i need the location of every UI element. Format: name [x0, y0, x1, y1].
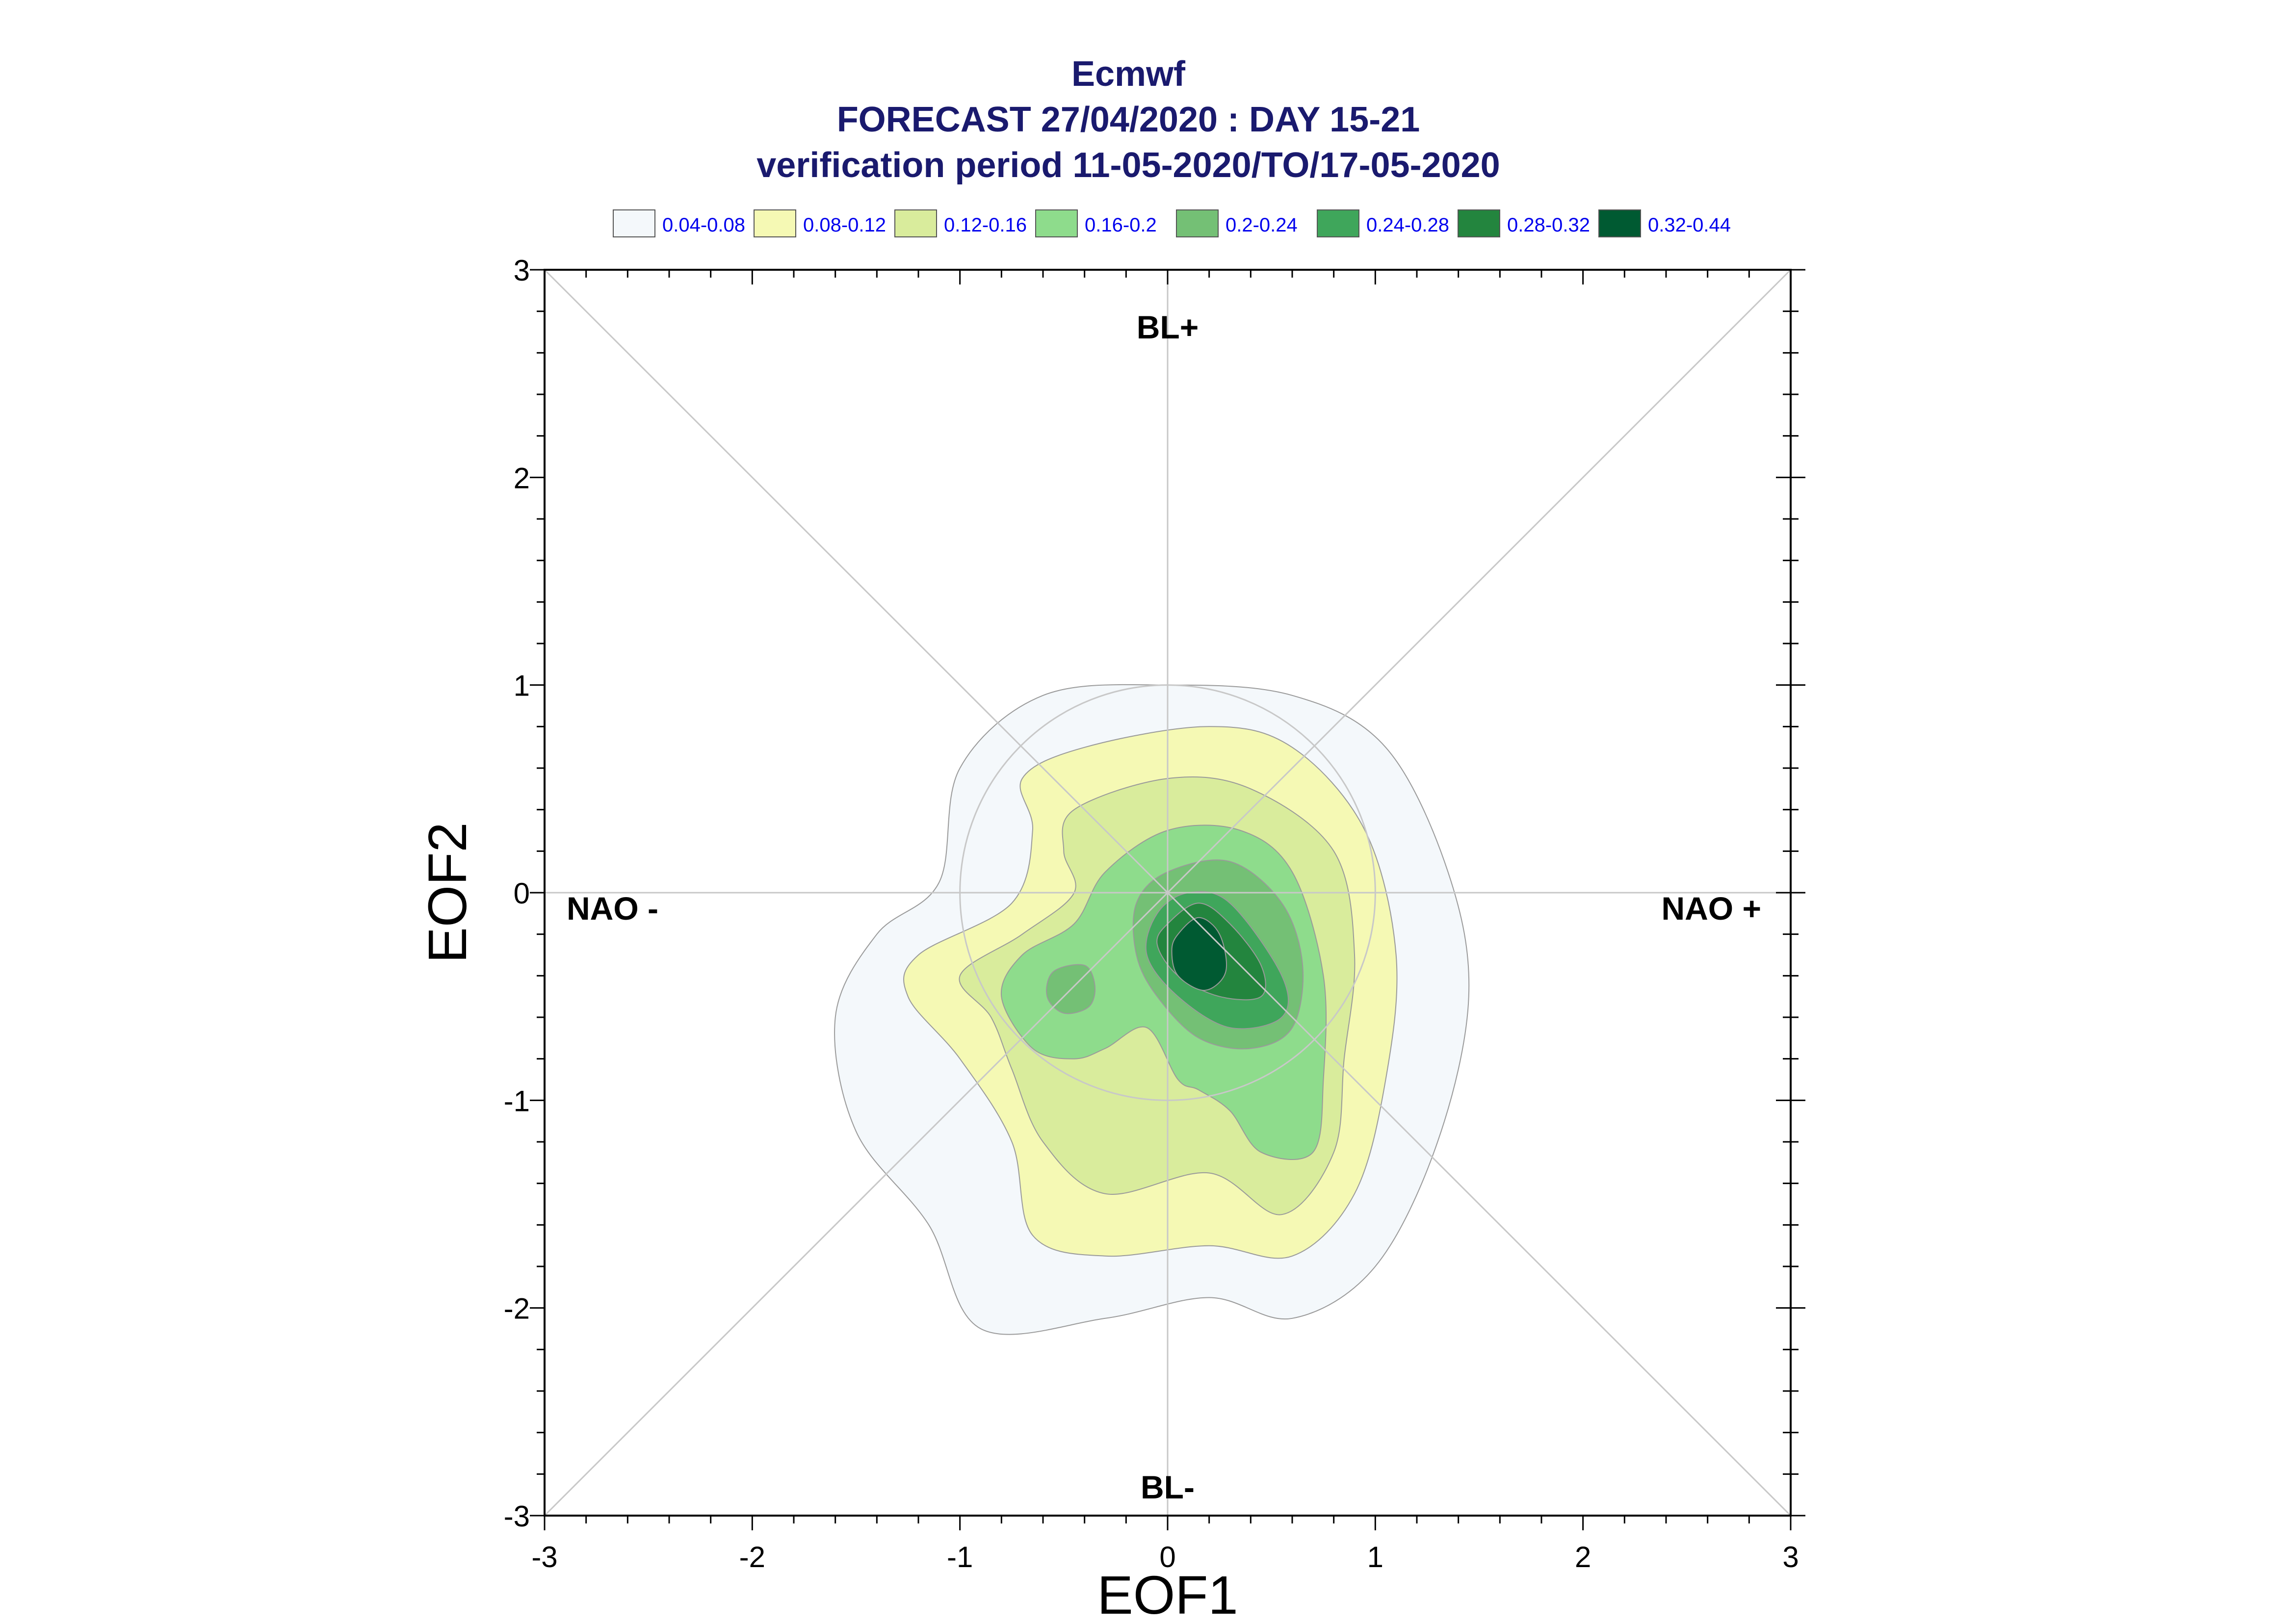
legend-swatch [894, 209, 937, 237]
x-tick-label: 2 [1575, 1541, 1591, 1573]
legend-label: 0.28-0.32 [1507, 214, 1590, 236]
density-contours [834, 684, 1470, 1335]
regime-label-right: NAO + [1661, 890, 1761, 927]
legend-swatch [754, 209, 796, 237]
legend-label: 0.08-0.12 [803, 214, 886, 236]
legend-swatch [1176, 209, 1219, 237]
y-tick-label: 1 [514, 670, 530, 702]
title-line-2: FORECAST 27/04/2020 : DAY 15-21 [837, 100, 1420, 139]
legend-swatch [1598, 209, 1641, 237]
legend-swatch [1317, 209, 1359, 237]
regime-label-top: BL+ [1137, 309, 1199, 345]
y-axis-label: EOF2 [417, 822, 478, 963]
axis-ticks: -3 -2 -1 0 1 2 3 -3 -2 -1 0 1 2 3 [504, 254, 1805, 1573]
legend-label: 0.32-0.44 [1648, 214, 1731, 236]
y-tick-label: 0 [514, 877, 530, 910]
regime-label-left: NAO - [567, 890, 658, 927]
x-axis-label: EOF1 [1097, 1565, 1238, 1624]
legend-label: 0.16-0.2 [1085, 214, 1157, 236]
title-line-3: verification period 11-05-2020/TO/17-05-… [756, 146, 1500, 185]
legend-label: 0.04-0.08 [662, 214, 745, 236]
legend: 0.04-0.08 0.08-0.12 0.12-0.16 0.16-0.2 0.2-0… [613, 209, 1731, 237]
x-tick-label: -3 [531, 1541, 557, 1573]
y-tick-label: -1 [504, 1084, 530, 1117]
legend-label: 0.2-0.24 [1226, 214, 1298, 236]
legend-swatch [1035, 209, 1078, 237]
x-tick-label: 0 [1159, 1541, 1175, 1573]
legend-swatch [613, 209, 655, 237]
guide-lines [544, 269, 1792, 1517]
y-tick-label: 2 [514, 462, 530, 494]
x-tick-label: 1 [1367, 1541, 1383, 1573]
legend-label: 0.24-0.28 [1366, 214, 1449, 236]
y-tick-label: -3 [504, 1500, 530, 1533]
title-line-1: Ecmwf [1071, 54, 1186, 94]
plot-area: -3 -2 -1 0 1 2 3 -3 -2 -1 0 1 2 3 [504, 254, 1805, 1573]
y-tick-label: 3 [514, 254, 530, 287]
density-region-0.32-0.44 [1171, 917, 1227, 991]
legend-label: 0.12-0.16 [944, 214, 1027, 236]
x-tick-label: -2 [739, 1541, 765, 1573]
chart-title: Ecmwf FORECAST 27/04/2020 : DAY 15-21 ve… [756, 54, 1500, 185]
y-tick-label: -2 [504, 1292, 530, 1325]
reference-circle [959, 684, 1376, 1101]
regime-label-bottom: BL- [1141, 1469, 1195, 1505]
x-tick-label: -1 [947, 1541, 973, 1573]
x-tick-label: 3 [1782, 1541, 1799, 1573]
legend-swatch [1458, 209, 1500, 237]
